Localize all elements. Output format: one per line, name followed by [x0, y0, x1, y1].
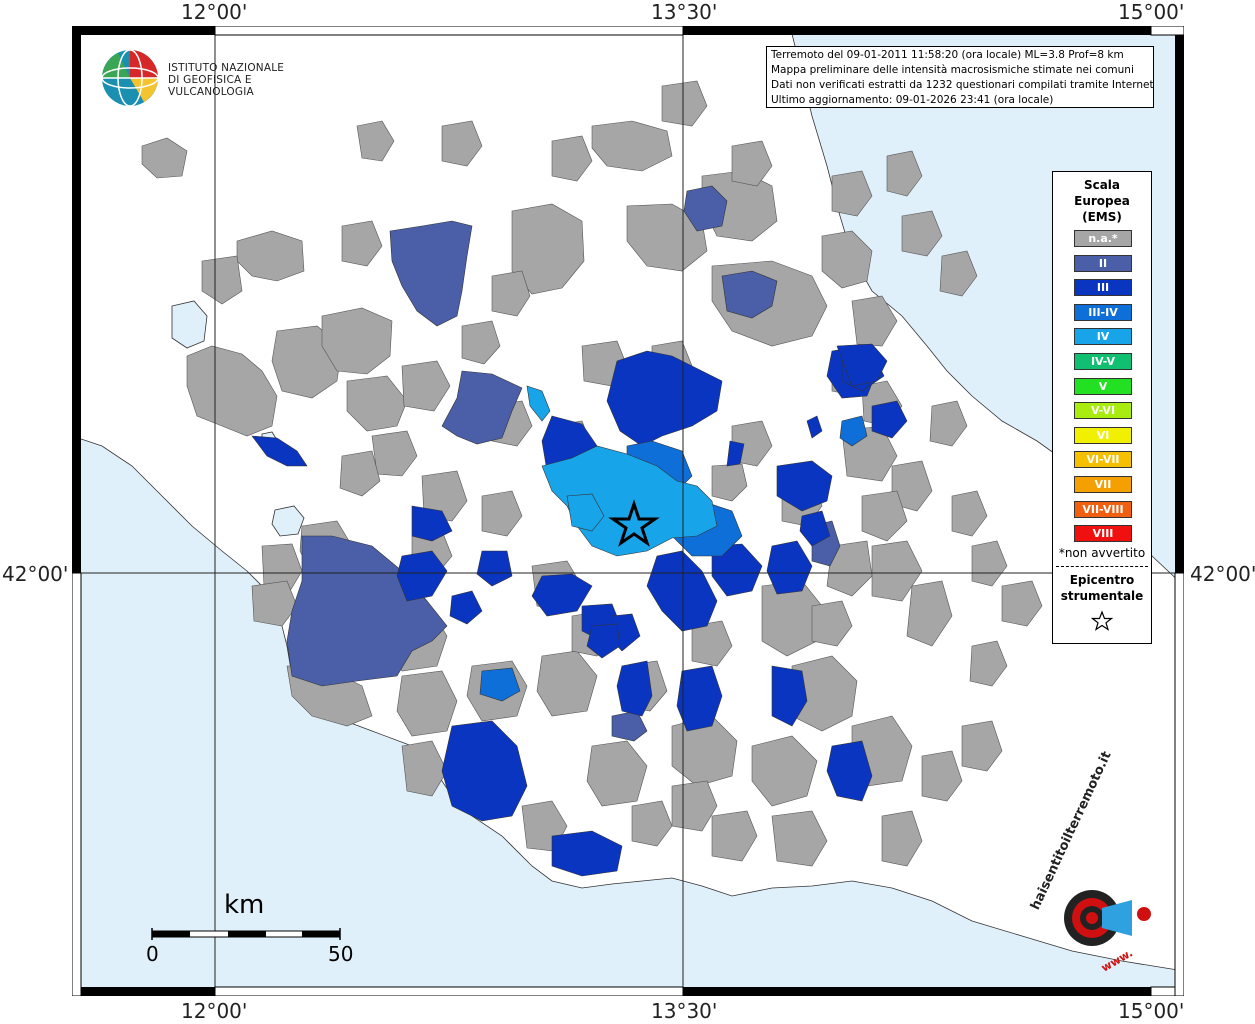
ingv-logo-line1: ISTITUTO NAZIONALE [168, 62, 285, 74]
legend-note: *non avvertito [1058, 546, 1146, 560]
info-line-event: Terremoto del 09-01-2011 11:58:20 (ora l… [771, 49, 1124, 61]
municipalities-iii [251, 343, 908, 877]
legend-title-line3: (EMS) [1082, 210, 1122, 224]
epicentre-star [608, 499, 660, 547]
tyrrhenian-sea [72, 435, 1184, 996]
legend-item-iii: III [1074, 279, 1132, 297]
legend-item-vii-viii: VII-VIII [1074, 500, 1132, 518]
legend-item-vi: VI [1074, 426, 1132, 444]
graticule [72, 26, 1184, 996]
legend-item-ii: II [1074, 254, 1132, 272]
legend-item-v: V [1074, 377, 1132, 395]
legend-item-iv: IV [1074, 328, 1132, 346]
haisentito-target-icon [1064, 890, 1151, 946]
lat-label-right-42: 42°00' [1190, 562, 1255, 586]
legend-title-line2: Europea [1074, 194, 1130, 208]
lon-label-top-12: 12°00' [181, 0, 248, 24]
scale-unit: km [224, 890, 265, 920]
legend-epicentre-line2: strumentale [1060, 589, 1144, 603]
legend-item-vi-vii: VI-VII [1074, 451, 1132, 469]
earthquake-info-box: Terremoto del 09-01-2011 11:58:20 (ora l… [766, 46, 1154, 108]
legend-item-v-vi: V-VI [1074, 402, 1132, 420]
legend-epicentre-line1: Epicentro [1069, 573, 1135, 587]
municipalities-iv [526, 385, 718, 557]
lon-label-bottom-15: 15°00' [1118, 999, 1185, 1023]
lake-bolsena [171, 300, 208, 349]
legend-item-n-a: n.a.* [1074, 230, 1132, 247]
lon-label-bottom-12: 12°00' [181, 999, 248, 1023]
scale-max: 50 [328, 942, 354, 966]
legend-epicentre-label: Epicentro strumentale [1053, 572, 1151, 604]
municipalities-not-felt [141, 80, 1043, 867]
scale-bar-graphic [151, 928, 341, 940]
scale-min: 0 [146, 942, 159, 966]
scale-bar: km 0 50 [146, 890, 354, 970]
haisentito-logo: haisentitoilterremoto.it www. [1028, 749, 1160, 975]
ingv-globe-icon [101, 49, 159, 107]
legend-item-viii: VIII [1074, 525, 1132, 543]
legend-title-line1: Scala [1083, 178, 1121, 192]
legend-item-vii: VII [1074, 476, 1132, 493]
legend-item-iv-v: IV-V [1074, 353, 1132, 370]
legend-separator [1056, 566, 1148, 567]
frame-ticks [72, 26, 1184, 996]
legend-title: Scala Europea (EMS) [1053, 177, 1151, 225]
intensity-legend: Scala Europea (EMS) n.a.* II III III-IV IV IV… [1052, 171, 1152, 644]
intensity-map[interactable] [72, 26, 1184, 996]
lon-label-top-15: 15°00' [1118, 0, 1185, 24]
legend-item-iii-iv: III-IV [1074, 303, 1132, 321]
legend-star-icon [1091, 610, 1113, 631]
info-line-updated: Ultimo aggiornamento: 09-01-2026 23:41 (… [771, 94, 1054, 106]
lake-bracciano [271, 505, 305, 537]
lat-label-left-42: 42°00' [2, 562, 69, 586]
lon-label-bottom-13-30: 13°30' [651, 999, 718, 1023]
ingv-logo: ISTITUTO NAZIONALE DI GEOFISICA E VULCAN… [100, 48, 320, 108]
ingv-logo-line2: DI GEOFISICA E VULCANOLOGIA [168, 74, 254, 98]
info-line-data: Dati non verificati estratti da 1232 que… [771, 79, 1153, 91]
lon-label-top-13-30: 13°30' [651, 0, 718, 24]
info-line-map: Mappa preliminare delle intensità macros… [771, 64, 1134, 76]
